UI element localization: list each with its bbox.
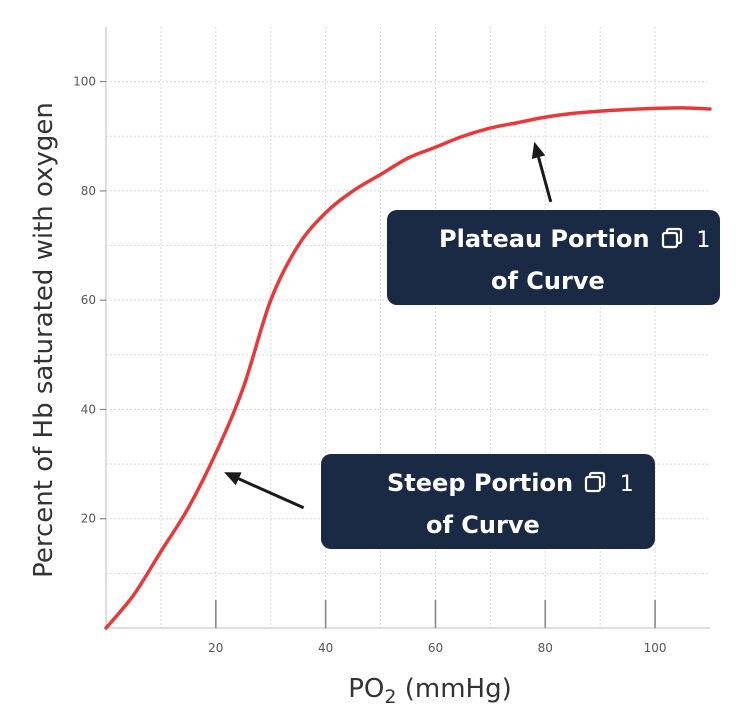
plateau-callout: Plateau Portion 1 of Curve — [387, 210, 720, 305]
annotation-arrow-head — [531, 141, 546, 160]
plateau-callout-line1: Plateau Portion 1 — [439, 219, 710, 261]
tick-marks — [100, 81, 656, 628]
steep-callout-line1: Steep Portion 1 — [387, 463, 634, 505]
x-axis-title-subscript: 2 — [384, 686, 396, 708]
plateau-callout-line2: of Curve — [491, 267, 605, 295]
y-tick-label: 40 — [81, 402, 96, 416]
steep-callout-ref[interactable]: 1 — [619, 472, 634, 497]
copy-icon[interactable] — [583, 470, 607, 494]
x-tick-label: 60 — [428, 641, 443, 655]
annotation-arrow-head — [224, 472, 242, 486]
annotation-arrow-shaft — [238, 477, 305, 510]
y-axis-title: Percent of Hb saturated with oxygen — [29, 102, 59, 578]
steep-callout-title: Steep Portion — [387, 469, 574, 497]
annotation-arrow-shaft — [537, 156, 553, 203]
series-layer — [104, 106, 712, 630]
x-axis-title: PO2 (mmHg) — [348, 674, 512, 708]
x-tick-label: 20 — [208, 641, 223, 655]
y-tick-label: 80 — [81, 184, 96, 198]
plateau-callout-ref[interactable]: 1 — [696, 228, 711, 253]
y-tick-label: 100 — [73, 75, 96, 89]
steep-callout-line2: of Curve — [426, 511, 540, 539]
annotation-arrows — [224, 141, 553, 510]
copy-icon[interactable] — [660, 226, 684, 250]
series-line — [104, 106, 712, 630]
y-tick-label: 20 — [81, 512, 96, 526]
x-tick-label: 80 — [538, 641, 553, 655]
x-tick-labels: 20 40 60 80 100 — [208, 641, 666, 655]
x-axis-title-unit: (mmHg) — [396, 674, 511, 704]
steep-callout: Steep Portion 1 of Curve — [321, 454, 655, 549]
x-tick-label: 40 — [318, 641, 333, 655]
x-axis-title-base: PO — [348, 674, 384, 704]
plateau-callout-title: Plateau Portion — [439, 225, 650, 253]
x-tick-label: 100 — [644, 641, 667, 655]
y-tick-label: 60 — [81, 293, 96, 307]
y-tick-labels: 20 40 60 80 100 — [73, 75, 96, 526]
